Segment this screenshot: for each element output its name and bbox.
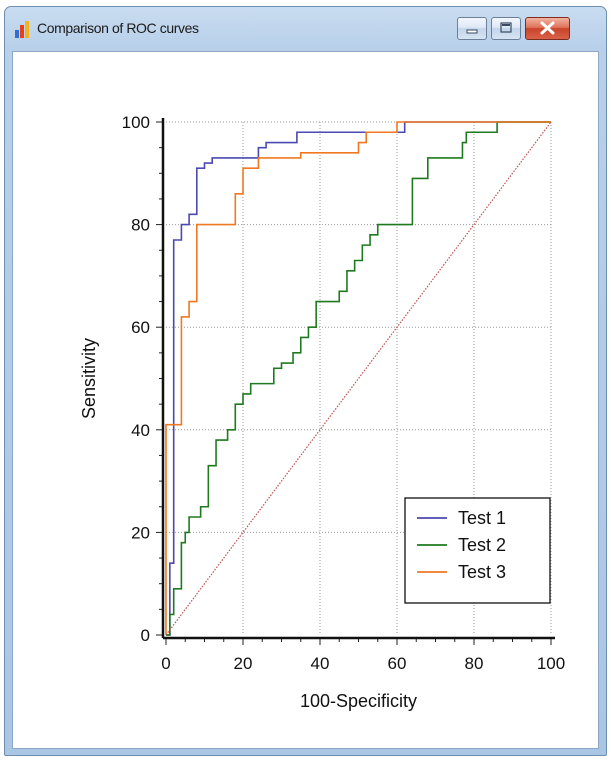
roc-curve-series-2 — [166, 121, 551, 636]
bar-chart-icon — [15, 21, 31, 38]
close-icon — [540, 21, 555, 35]
maximize-icon — [500, 22, 512, 33]
legend-label: Test 1 — [458, 508, 506, 528]
x-tick-label: 40 — [311, 654, 330, 673]
y-tick-label: 60 — [131, 318, 150, 337]
close-button[interactable] — [525, 17, 570, 40]
window-title: Comparison of ROC curves — [37, 20, 199, 36]
y-tick-label: 40 — [131, 421, 150, 440]
x-tick-label: 0 — [161, 654, 170, 673]
roc-chart: 0 20 40 60 80 100 0 20 40 60 80 100 100-Specificity… — [79, 113, 566, 711]
x-tick-label: 100 — [537, 654, 565, 673]
legend-label: Test 3 — [458, 562, 506, 582]
chart-area: 0 20 40 60 80 100 0 20 40 60 80 100 100-Specificity… — [12, 51, 599, 749]
grid-lines — [166, 121, 552, 635]
legend-label: Test 2 — [458, 535, 506, 555]
x-tick-label: 60 — [388, 654, 407, 673]
minimize-icon — [466, 29, 478, 34]
title-bar[interactable]: Comparison of ROC curves — [5, 7, 606, 51]
y-axis-title: Sensitivity — [79, 338, 99, 419]
maximize-button[interactable] — [491, 17, 521, 40]
roc-window: Comparison of ROC curves 0 20 40 60 80 100 0 20… — [4, 6, 607, 756]
y-tick-label: 80 — [131, 216, 150, 235]
roc-curve-series-3 — [165, 121, 551, 635]
y-tick-label: 100 — [122, 113, 150, 132]
roc-curves — [165, 121, 552, 636]
x-tick-label: 80 — [465, 654, 484, 673]
legend-box — [404, 497, 551, 604]
x-tick-label: 20 — [234, 654, 253, 673]
x-axis-title: 100-Specificity — [300, 691, 417, 711]
roc-curve-series-1 — [166, 121, 551, 636]
axes — [161, 118, 555, 640]
axis-ticks: 0 20 40 60 80 100 0 20 40 60 80 100 — [122, 113, 566, 673]
y-tick-label: 20 — [131, 523, 150, 542]
legend: Test 1 Test 2 Test 3 — [404, 497, 551, 604]
minimize-button[interactable] — [457, 17, 487, 40]
y-tick-label: 0 — [141, 626, 150, 645]
reference-diagonal-line — [165, 121, 552, 636]
